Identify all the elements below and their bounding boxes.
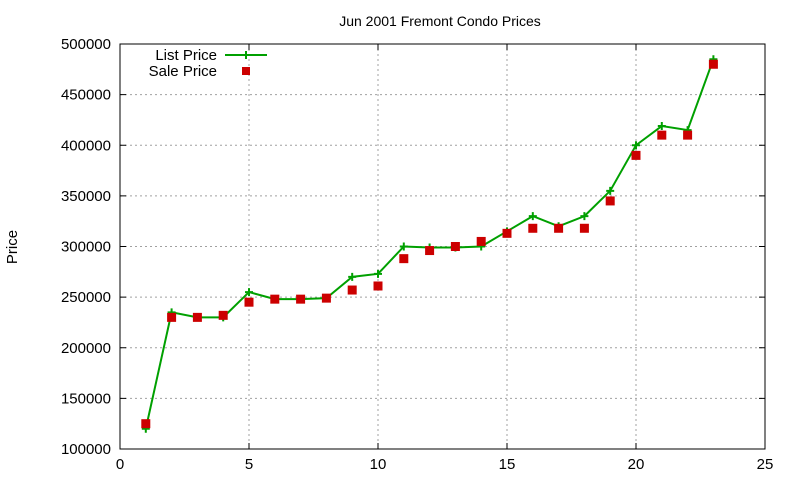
y-tick-label: 450000	[61, 87, 111, 104]
list-price-point	[657, 122, 666, 131]
legend-label-list-price: List Price	[155, 47, 217, 64]
list-price-point	[348, 272, 357, 281]
sale-price-point	[321, 293, 331, 303]
sale-price-point	[450, 242, 460, 251]
sale-price-point	[579, 223, 589, 233]
y-tick-label: 400000	[61, 137, 111, 154]
sale-price-point	[141, 419, 151, 429]
x-tick-label: 20	[628, 456, 645, 473]
sale-price-point	[554, 223, 564, 233]
x-tick-label: 15	[499, 456, 516, 473]
y-tick-label: 100000	[61, 441, 111, 458]
legend-marker-list-price	[242, 51, 250, 59]
y-tick-label: 200000	[61, 340, 111, 357]
sale-price-point	[347, 285, 357, 295]
sale-price-point	[399, 254, 409, 264]
plot-frame	[119, 43, 766, 450]
legend-marker-sale-price	[242, 67, 250, 75]
y-tick-label: 500000	[61, 36, 111, 53]
sale-price-point	[425, 246, 435, 256]
sale-price-point	[528, 223, 538, 233]
sale-price-point	[631, 150, 641, 160]
x-tick-label: 10	[370, 456, 387, 473]
sale-price-point	[683, 130, 693, 140]
sale-price-point	[244, 297, 254, 307]
list-price-point	[399, 242, 408, 251]
list-price-point	[245, 288, 253, 297]
sale-price-point	[270, 294, 280, 304]
sale-price-point	[296, 294, 306, 304]
sale-price-point	[192, 312, 202, 322]
y-tick-label: 300000	[61, 239, 111, 256]
sale-price-point	[476, 236, 486, 246]
list-price-point	[606, 186, 615, 195]
ticks: 0 5 10 15 20 25 100000 150000 200000 250000 300000…	[61, 36, 773, 473]
list-price-point	[374, 269, 382, 278]
list-price-point	[580, 212, 589, 221]
y-tick-label: 250000	[61, 289, 111, 306]
sale-price-point	[708, 59, 718, 69]
sale-price-point	[502, 228, 512, 238]
list-price-point	[632, 141, 640, 150]
y-axis-label: Price	[4, 230, 21, 264]
legend: List Price Sale Price	[149, 47, 267, 80]
chart-title: Jun 2001 Fremont Condo Prices	[339, 13, 541, 29]
y-tick-label: 350000	[61, 188, 111, 205]
list-price-point	[528, 212, 537, 221]
y-tick-label: 150000	[61, 390, 111, 407]
sale-price-point	[373, 281, 383, 291]
series	[141, 55, 718, 433]
sale-price-point	[657, 130, 667, 140]
legend-label-sale-price: Sale Price	[149, 63, 217, 80]
x-tick-label: 5	[245, 456, 253, 473]
sale-price-point	[167, 312, 177, 322]
sale-price-point	[605, 196, 615, 206]
x-tick-label: 0	[116, 456, 124, 473]
grid	[120, 44, 765, 449]
x-tick-label: 25	[757, 456, 774, 473]
sale-price-point	[218, 310, 228, 320]
